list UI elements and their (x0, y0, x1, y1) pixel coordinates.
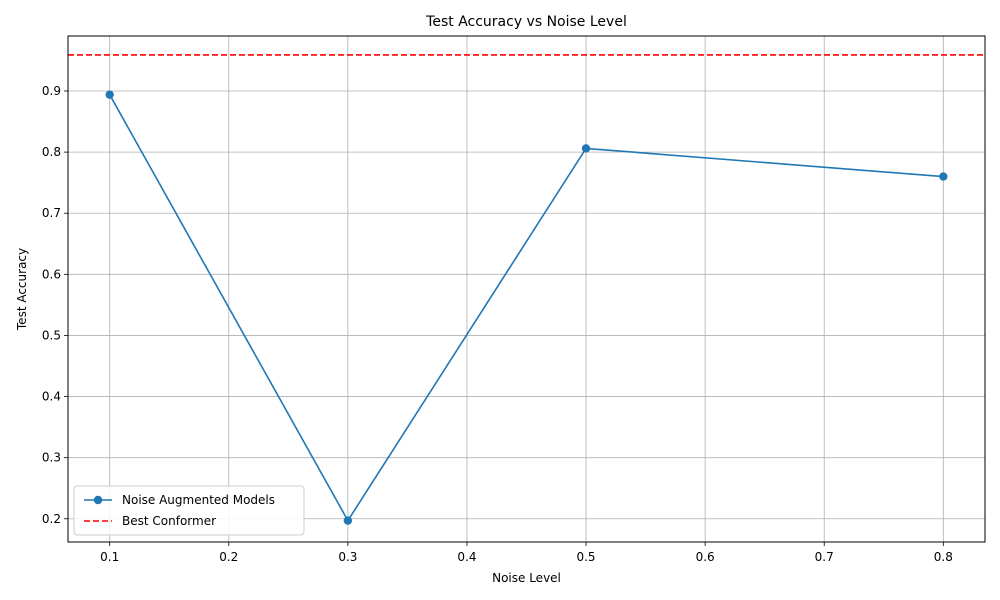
x-tick-label: 0.5 (576, 550, 595, 564)
legend-label-noise-augmented: Noise Augmented Models (122, 493, 275, 507)
x-tick-label: 0.1 (100, 550, 119, 564)
y-tick-label: 0.6 (42, 267, 61, 281)
legend: Noise Augmented Models Best Conformer (73, 485, 305, 536)
series-line-noise-augmented (109, 94, 944, 523)
x-tick-label: 0.6 (696, 550, 715, 564)
y-tick-label: 0.9 (42, 84, 61, 98)
plot-frame (67, 35, 986, 543)
y-axis-ticks: 0.2 0.3 0.4 0.5 0.6 0.7 0.8 0.9 (42, 84, 68, 526)
legend-label-best-conformer: Best Conformer (122, 514, 216, 528)
legend-marker (93, 495, 103, 505)
series (105, 90, 948, 525)
x-tick-label: 0.3 (338, 550, 357, 564)
y-tick-label: 0.4 (42, 390, 61, 404)
data-point (105, 90, 114, 99)
x-tick-label: 0.2 (219, 550, 238, 564)
x-axis-label: Noise Level (492, 571, 561, 585)
x-tick-label: 0.7 (815, 550, 834, 564)
y-tick-label: 0.3 (42, 451, 61, 465)
data-point (581, 144, 591, 153)
data-point (343, 516, 353, 525)
x-tick-label: 0.8 (934, 550, 953, 564)
x-axis-ticks: 0.1 0.2 0.3 0.4 0.5 0.6 0.7 0.8 (100, 542, 953, 564)
legend-box (73, 485, 305, 536)
y-axis-label: Test Accuracy (15, 248, 29, 331)
y-tick-label: 0.8 (42, 145, 61, 159)
data-point (939, 172, 948, 181)
y-tick-label: 0.7 (42, 206, 61, 220)
y-tick-label: 0.5 (42, 328, 61, 342)
x-tick-label: 0.4 (457, 550, 476, 564)
y-tick-label: 0.2 (42, 512, 61, 526)
chart-title: Test Accuracy vs Noise Level (425, 14, 627, 30)
